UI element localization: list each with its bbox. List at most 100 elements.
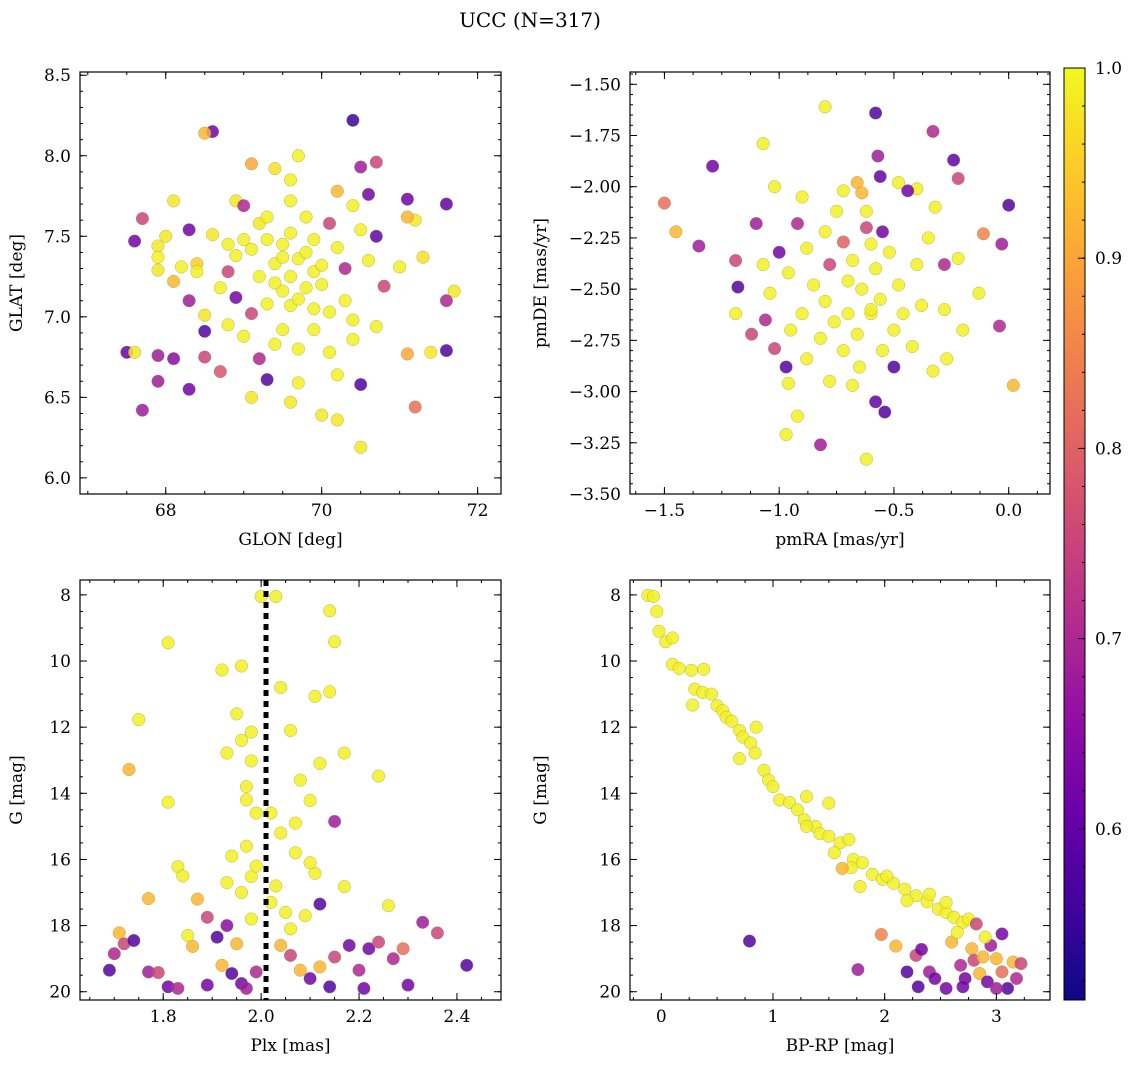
data-point [911, 980, 925, 994]
data-point [880, 869, 894, 883]
data-point [182, 382, 196, 396]
data-point [995, 927, 1009, 941]
data-point [800, 352, 814, 366]
data-point [249, 806, 263, 820]
data-point [198, 350, 212, 364]
data-point [731, 280, 745, 294]
data-point [268, 337, 282, 351]
data-point [898, 882, 912, 896]
data-point [167, 194, 181, 208]
colorbar-tick-label: 0.9 [1095, 249, 1122, 269]
colorbar-tick-label: 0.6 [1095, 820, 1122, 840]
data-point [354, 223, 368, 237]
data-point [328, 950, 342, 964]
scatter-points [120, 113, 461, 454]
y-tick-label: 8.0 [44, 147, 71, 167]
axes-frame [629, 579, 1051, 1001]
data-point [822, 796, 836, 810]
data-point [244, 754, 258, 768]
data-point [749, 720, 763, 734]
data-point [818, 225, 832, 239]
data-point [220, 746, 234, 760]
data-point [307, 323, 321, 337]
data-point [151, 263, 165, 277]
data-point [229, 290, 243, 305]
data-point [215, 663, 229, 677]
data-point [947, 153, 961, 167]
data-point [369, 229, 383, 243]
y-tick-label: −1.75 [569, 127, 621, 147]
data-point [361, 187, 376, 201]
data-point [447, 284, 461, 298]
data-point [1006, 378, 1020, 392]
data-point [303, 971, 317, 986]
data-point [887, 323, 901, 337]
data-point [853, 880, 867, 894]
data-point [167, 352, 181, 366]
data-point [992, 319, 1007, 333]
data-point [283, 226, 298, 240]
data-point [400, 210, 414, 224]
y-tick-label: 8 [610, 586, 621, 606]
x-tick-label: 68 [155, 501, 177, 521]
y-tick-label: 7.5 [44, 227, 71, 247]
data-point [795, 190, 809, 204]
data-point [401, 978, 415, 992]
data-point [424, 345, 438, 359]
data-point [338, 261, 352, 276]
data-point [742, 934, 757, 948]
data-point [171, 981, 185, 995]
data-point [182, 294, 196, 308]
data-point [704, 687, 719, 701]
colorbar-tick-label: 0.8 [1095, 439, 1122, 459]
data-point [745, 327, 759, 341]
data-point [850, 327, 864, 341]
data-point [283, 270, 298, 284]
y-tick-label: 16 [49, 850, 71, 870]
data-point [176, 869, 190, 883]
data-point [882, 245, 896, 259]
data-point [283, 173, 298, 187]
x-axis-label: Plx [mas] [250, 1036, 330, 1056]
data-point [135, 403, 149, 417]
y-tick-label: −2.75 [569, 331, 621, 351]
data-point [283, 922, 298, 936]
data-point [328, 635, 342, 649]
axes-frame [629, 71, 1051, 495]
data-point [369, 319, 383, 334]
data-point [835, 861, 849, 875]
data-point [781, 376, 795, 390]
data-point [151, 374, 165, 388]
data-point [230, 707, 244, 721]
x-tick-label: 2.4 [443, 1007, 470, 1027]
data-point [372, 935, 386, 949]
data-point [869, 106, 883, 120]
data-point [225, 966, 239, 981]
data-point [855, 186, 869, 200]
data-point [841, 274, 855, 288]
panels: 68 70 72 6.0 6.5 7.0 7.5 8.0 8.5 GLON [deg] GLAT [… [7, 66, 1051, 1056]
y-tick-label: 14 [599, 784, 621, 804]
data-point [234, 885, 249, 900]
y-tick-label: 6.0 [44, 469, 71, 489]
data-point [315, 408, 329, 422]
data-point [951, 171, 965, 186]
data-point [900, 965, 914, 979]
data-point [381, 899, 395, 913]
data-point [859, 204, 873, 218]
data-point [190, 892, 205, 906]
data-point [910, 258, 924, 272]
data-point [293, 773, 307, 787]
data-point [914, 942, 929, 956]
x-axis-label: BP-RP [mag] [786, 1036, 895, 1056]
data-point [756, 258, 770, 272]
data-point [151, 348, 165, 363]
data-point [221, 237, 235, 251]
x-tick-label: 72 [467, 501, 489, 521]
y-tick-label: 10 [49, 652, 71, 672]
x-tick-label: −0.5 [873, 501, 914, 521]
data-point [315, 278, 329, 292]
data-point [416, 915, 430, 929]
data-point [221, 318, 235, 332]
data-point [772, 245, 786, 259]
